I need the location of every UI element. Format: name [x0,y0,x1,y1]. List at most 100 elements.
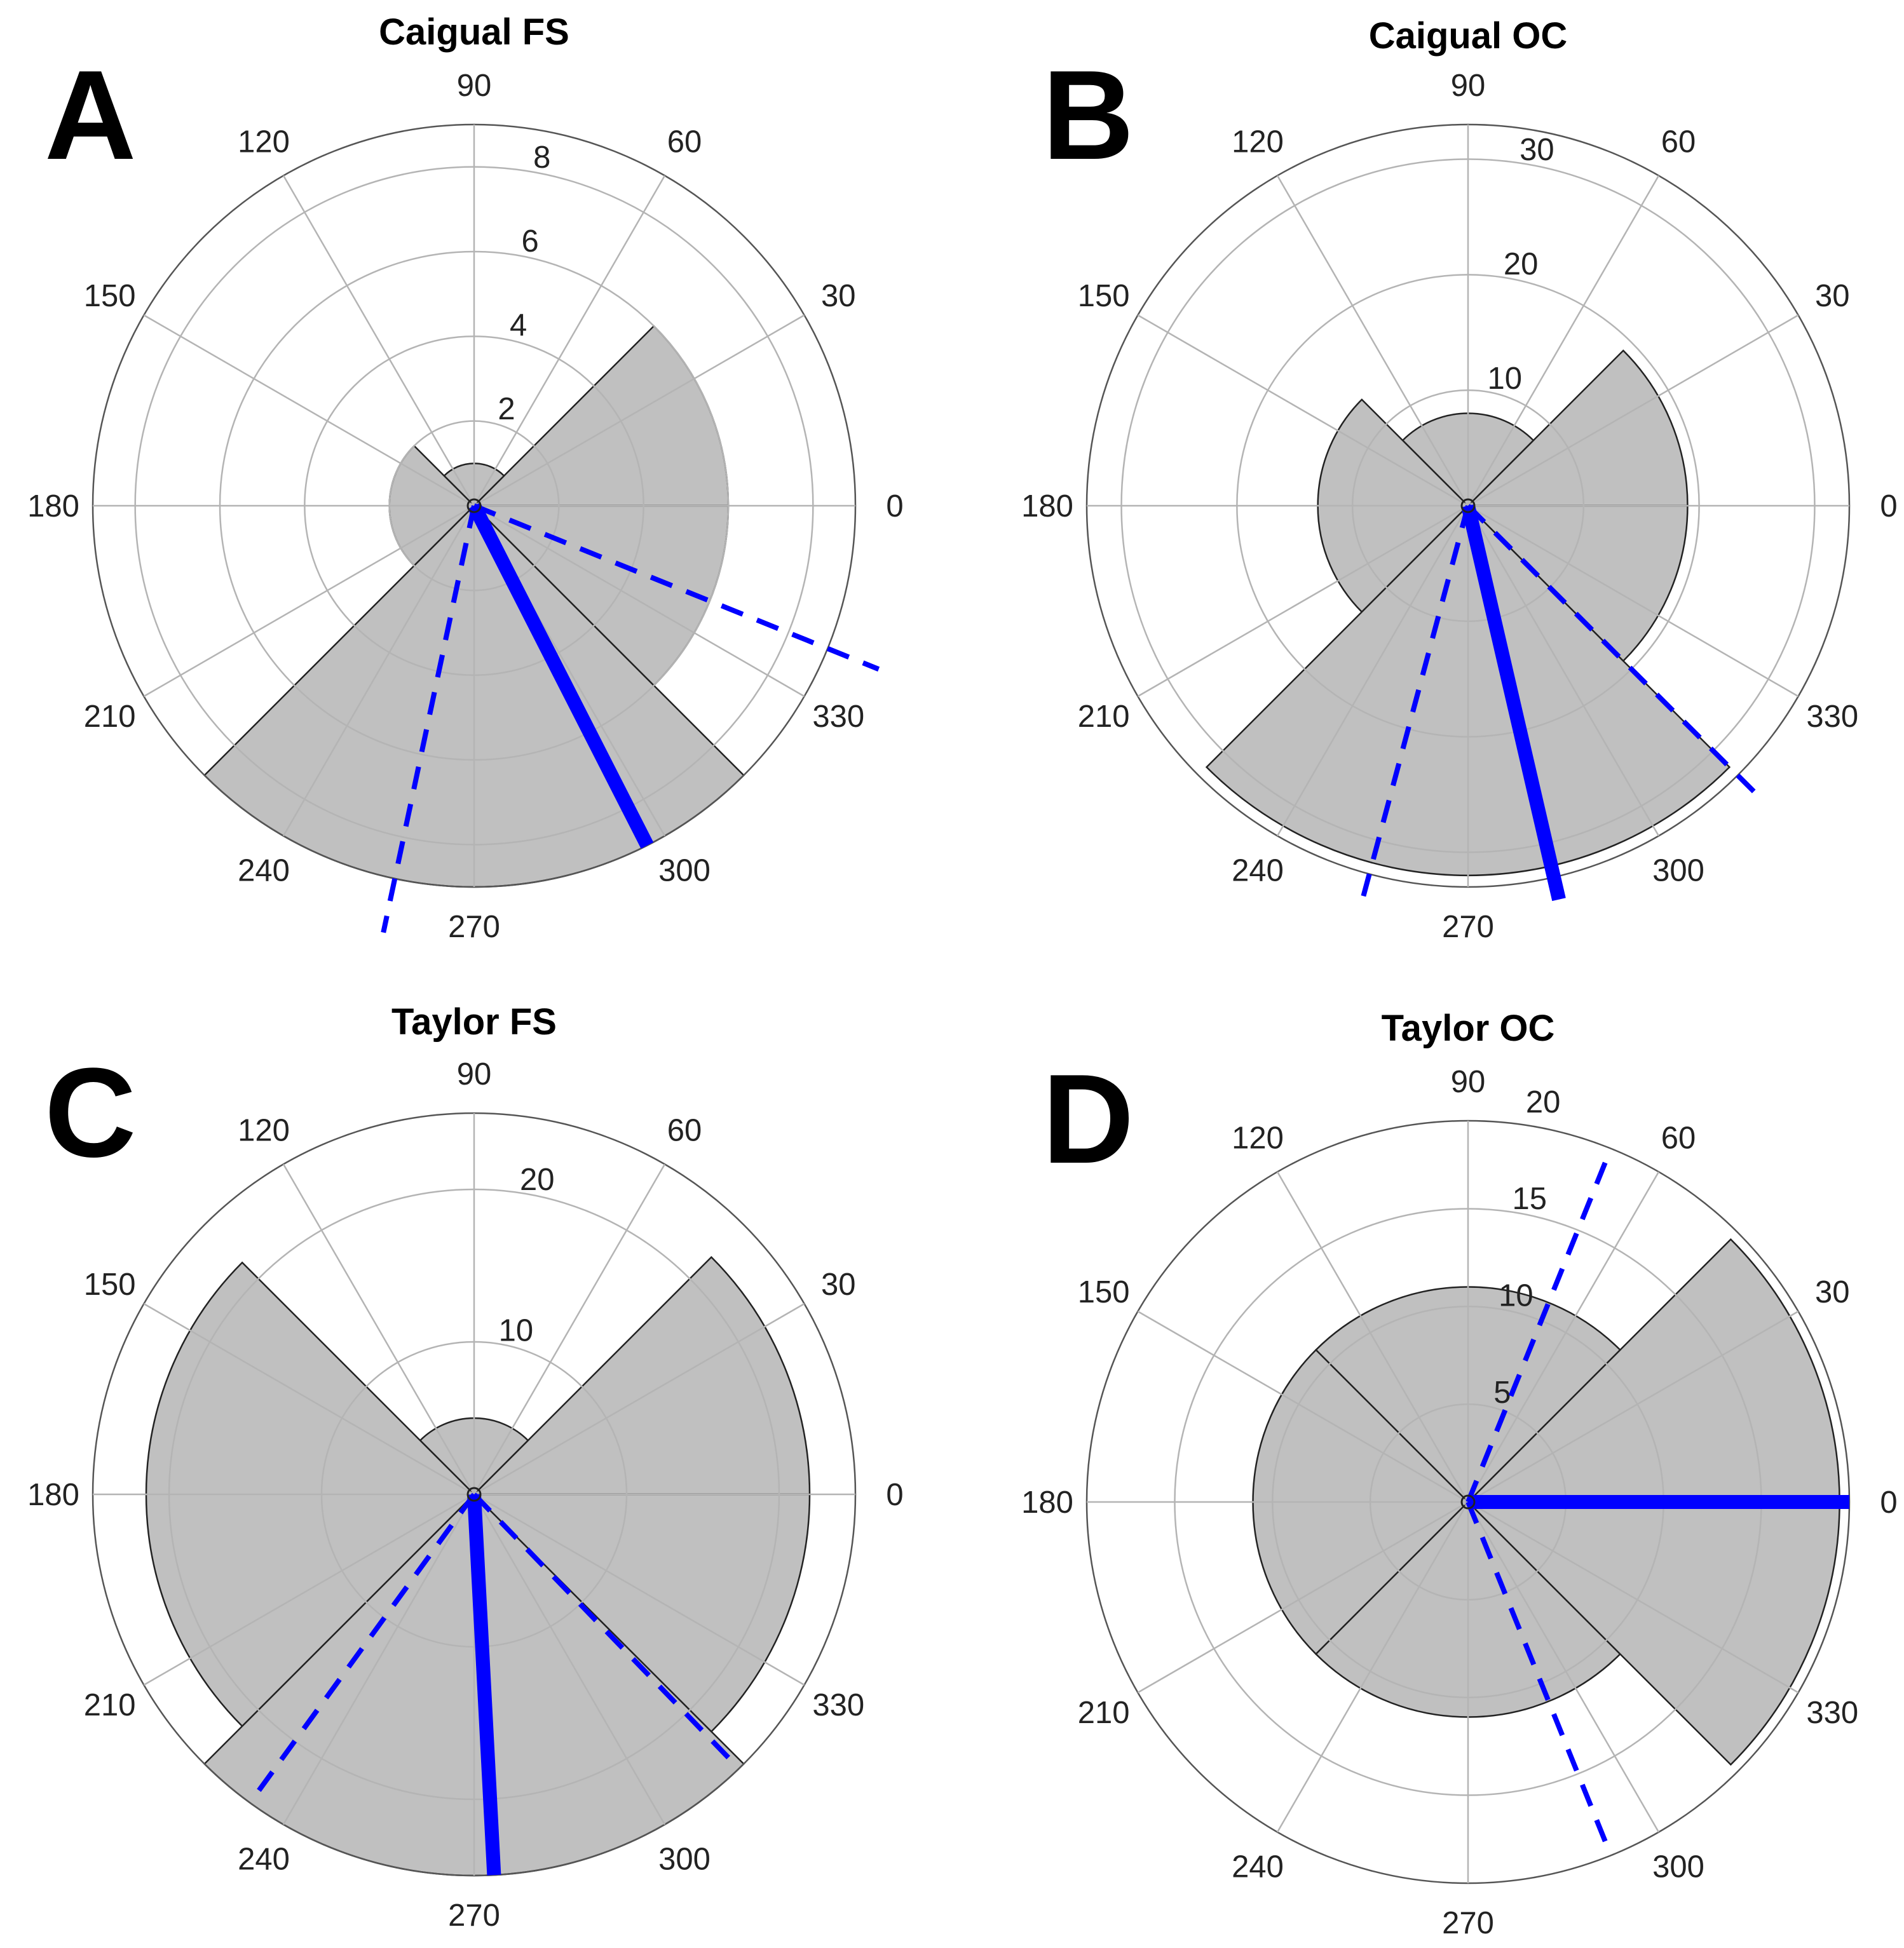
grid-spoke [1137,1310,1469,1503]
panel-b: 0 30 60 90 120 150 180 210 240 270 300 330 10 20 30 Cai… [1021,15,1898,944]
angle-tick-label: 60 [1661,125,1696,159]
grid-spoke [1137,1501,1469,1694]
grid-spoke [1276,175,1469,506]
confidence-interval-line [473,503,880,672]
grid-spoke [282,1163,475,1495]
angle-tick-label: 30 [1815,279,1850,313]
grid-spoke [282,175,475,506]
angle-tick-label: 60 [1661,1121,1696,1156]
confidence-interval-line [381,505,477,933]
grid-spoke [1467,1501,1799,1694]
angle-tick-label: 300 [658,853,711,888]
panel-letter: D [1042,1048,1134,1190]
panel-letter: C [44,1042,136,1184]
angle-tick-label: 330 [1806,1696,1858,1730]
histogram-sector [1465,349,1689,507]
grid-spoke [1467,314,1799,507]
angle-tick-label: 330 [812,1688,864,1722]
grid-spoke [143,504,475,698]
angle-tick-label: 90 [1451,69,1486,103]
angle-tick-label: 0 [886,1478,903,1512]
grid-spoke [282,1494,475,1825]
angle-tick-label: 90 [457,1057,492,1092]
panel-letter: A [44,44,136,186]
angle-tick-label: 180 [1021,489,1073,524]
confidence-interval-line [472,1492,736,1765]
mean-direction-line [468,503,654,849]
angle-tick-label: 0 [1880,489,1897,524]
radial-tick-label: 10 [499,1314,534,1348]
angle-tick-label: 60 [667,125,702,159]
grid-spoke [1137,504,1469,698]
angle-tick-label: 180 [1021,1485,1073,1520]
panel-title: Taylor FS [391,1001,557,1043]
histogram-sector [1465,1501,1840,1766]
origin-marker [466,498,482,513]
angle-tick-label: 120 [1232,125,1284,159]
angle-tick-label: 210 [84,1688,136,1722]
angle-tick-label: 120 [1232,1121,1284,1156]
angle-tick-label: 270 [448,910,500,944]
angle-tick-label: 0 [1880,1485,1897,1520]
mean-direction-line [1461,504,1566,902]
grid-spoke [1276,1171,1469,1503]
radial-tick-label: 20 [1526,1085,1561,1119]
angle-tick-label: 150 [84,1268,136,1302]
origin-marker [1460,498,1476,513]
radial-tick-label: 6 [522,224,539,259]
grid-spoke [1276,1501,1469,1833]
angle-tick-label: 300 [1652,853,1704,888]
panel-a: 0 30 60 90 120 150 180 210 240 270 300 330 2 4 6 8 Caigu… [27,11,904,944]
origin-marker [466,1487,482,1502]
grid-spoke [473,1302,805,1496]
angle-tick-label: 210 [1078,700,1130,734]
radial-tick-label: 10 [1488,362,1523,396]
radial-tick-label: 4 [510,308,527,342]
radial-tick-label: 10 [1499,1278,1533,1313]
grid-spoke [1467,1501,1660,1833]
grid-spoke [1467,505,1660,837]
radial-tick-label: 15 [1512,1182,1547,1216]
mean-direction-line [467,1494,501,1876]
grid-spoke [143,1302,475,1496]
histogram-sector [472,1493,811,1733]
grid-spoke [473,314,805,507]
angle-tick-label: 300 [1652,1850,1704,1884]
confidence-interval-line [1361,504,1471,897]
panel-letter: B [1042,44,1134,186]
grid-spoke [1137,314,1469,507]
grid-spoke [1276,505,1469,837]
angle-tick-label: 150 [1078,279,1130,313]
angle-tick-label: 120 [238,125,290,159]
radial-tick-label: 20 [520,1163,555,1197]
radial-tick-label: 5 [1493,1376,1511,1410]
angle-tick-label: 330 [1806,700,1858,734]
angle-tick-label: 60 [667,1114,702,1148]
grid-spoke [1467,175,1660,506]
panel-d: 0 30 60 90 120 150 180 210 240 270 300 330 5 10 15 20 Ta… [1021,1008,1898,1940]
angle-tick-label: 30 [1815,1275,1850,1309]
origin-marker [1460,1494,1476,1510]
grid-spoke [473,504,805,698]
grid-spoke [282,505,475,837]
histogram-sector [472,1255,811,1496]
panel-title: Taylor OC [1382,1008,1555,1049]
grid-spoke [1467,1171,1660,1503]
grid-spoke [473,1493,805,1686]
confidence-interval-line [252,1492,477,1799]
grid-spoke [1467,1310,1799,1503]
angle-tick-label: 180 [27,489,79,524]
grid-spoke [473,1494,666,1825]
angle-tick-label: 30 [821,1268,856,1302]
angle-tick-label: 150 [1078,1275,1130,1309]
confidence-interval-line [1466,504,1756,794]
grid-spoke [473,175,666,506]
angle-tick-label: 240 [1232,1850,1284,1884]
angle-tick-label: 210 [1078,1696,1130,1730]
angle-tick-label: 270 [1442,910,1494,944]
panel-title: Caigual OC [1369,15,1568,57]
confidence-interval-line [1465,1147,1614,1503]
panel-title: Caigual FS [379,11,569,53]
histogram-sector [1465,504,1689,663]
